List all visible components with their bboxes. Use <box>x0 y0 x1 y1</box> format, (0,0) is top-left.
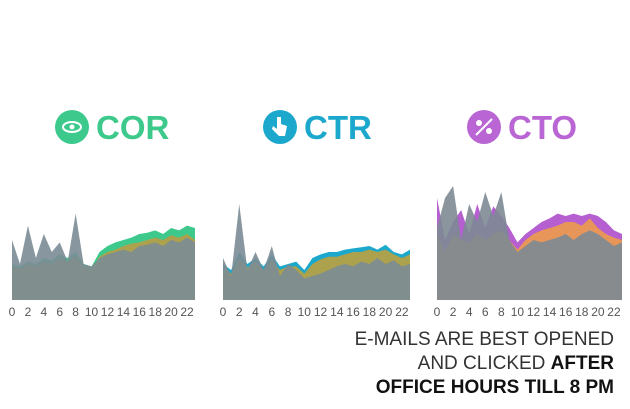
eye-pupil <box>69 124 75 130</box>
x-tick-label: 4 <box>252 305 259 319</box>
x-tick-label: 4 <box>466 305 473 319</box>
cto-glyph <box>475 118 493 136</box>
cto-glyph-dot <box>476 120 482 126</box>
area <box>437 186 622 300</box>
area <box>223 204 410 300</box>
x-tick-label: 14 <box>117 305 131 319</box>
x-tick-label: 6 <box>268 305 275 319</box>
x-tick-label: 4 <box>40 305 47 319</box>
x-tick-label: 18 <box>575 305 589 319</box>
x-tick-label: 20 <box>379 305 393 319</box>
x-tick-label: 12 <box>527 305 541 319</box>
x-tick-label: 10 <box>298 305 312 319</box>
x-tick-label: 0 <box>220 305 227 319</box>
cto-glyph-dot <box>486 128 492 134</box>
x-tick-label: 14 <box>543 305 557 319</box>
x-tick-label: 18 <box>149 305 163 319</box>
caption: E-MAILS ARE BEST OPENED AND CLICKED AFTE… <box>355 328 614 400</box>
x-tick-label: 2 <box>236 305 243 319</box>
chart-title: CTO <box>508 109 577 146</box>
x-tick-label: 0 <box>9 305 16 319</box>
x-tick-label: 22 <box>180 305 194 319</box>
caption-line: OFFICE HOURS TILL 8 PM <box>355 376 614 400</box>
x-tick-label: 22 <box>607 305 621 319</box>
caption-bold: AFTER <box>550 353 614 374</box>
x-tick-label: 16 <box>346 305 360 319</box>
x-tick-label: 10 <box>85 305 99 319</box>
x-tick-label: 2 <box>450 305 457 319</box>
eye-glyph <box>62 121 82 133</box>
x-tick-label: 12 <box>314 305 328 319</box>
x-tick-label: 10 <box>511 305 525 319</box>
x-tick-label: 12 <box>101 305 115 319</box>
x-tick-label: 6 <box>482 305 489 319</box>
x-tick-label: 16 <box>133 305 147 319</box>
caption-text: AND CLICKED <box>417 353 546 374</box>
x-tick-label: 18 <box>363 305 377 319</box>
x-tick-label: 0 <box>434 305 441 319</box>
caption-bold: OFFICE HOURS TILL 8 PM <box>375 377 614 398</box>
x-tick-label: 6 <box>56 305 63 319</box>
x-tick-label: 16 <box>559 305 573 319</box>
caption-text: E-MAILS ARE BEST OPENED <box>354 329 614 350</box>
x-tick-label: 20 <box>591 305 605 319</box>
x-tick-label: 8 <box>498 305 505 319</box>
caption-line: AND CLICKED AFTER <box>355 352 614 376</box>
caption-line: E-MAILS ARE BEST OPENED <box>355 328 614 352</box>
x-tick-label: 22 <box>395 305 409 319</box>
hand-glyph <box>272 117 287 136</box>
x-tick-label: 20 <box>164 305 178 319</box>
chart-title: COR <box>96 109 170 146</box>
area <box>12 213 195 300</box>
x-tick-label: 8 <box>285 305 292 319</box>
x-tick-label: 14 <box>330 305 344 319</box>
chart-title: CTR <box>304 109 372 146</box>
x-tick-label: 2 <box>25 305 32 319</box>
x-tick-label: 8 <box>72 305 79 319</box>
